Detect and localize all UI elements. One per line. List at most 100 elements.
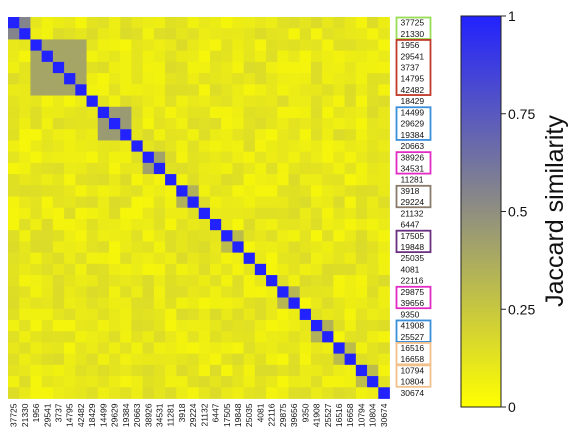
heatmap-cell bbox=[221, 174, 233, 186]
heatmap-cell bbox=[277, 174, 289, 186]
heatmap-cell bbox=[232, 297, 245, 310]
heatmap-cell bbox=[209, 117, 222, 130]
heatmap-cell bbox=[165, 129, 177, 141]
column-label: 38926 bbox=[143, 403, 153, 427]
heatmap-cell bbox=[176, 151, 188, 164]
row-label: 29224 bbox=[401, 197, 425, 207]
heatmap-cell bbox=[322, 151, 334, 164]
heatmap-cell bbox=[131, 39, 144, 52]
heatmap-cell bbox=[333, 84, 346, 96]
heatmap-cell bbox=[344, 151, 357, 164]
heatmap-cell bbox=[288, 364, 301, 377]
heatmap-cell bbox=[120, 174, 132, 186]
heatmap-cell bbox=[299, 174, 312, 186]
heatmap-cell bbox=[209, 151, 222, 164]
heatmap-cell bbox=[288, 117, 301, 130]
heatmap-cell bbox=[8, 364, 20, 377]
heatmap-cell bbox=[333, 185, 346, 197]
heatmap-cell bbox=[243, 174, 256, 186]
heatmap-cell bbox=[254, 241, 267, 254]
heatmap-cell bbox=[52, 241, 65, 254]
heatmap-cell bbox=[108, 252, 121, 265]
heatmap-cell bbox=[97, 387, 110, 399]
heatmap-cell bbox=[165, 218, 177, 231]
heatmap-cell bbox=[187, 207, 200, 220]
heatmap-cell bbox=[30, 95, 43, 108]
heatmap-cell bbox=[165, 207, 177, 220]
heatmap-cell bbox=[221, 387, 233, 399]
heatmap-cell bbox=[97, 331, 110, 343]
heatmap-cell bbox=[97, 308, 110, 321]
heatmap-cell bbox=[75, 308, 87, 321]
heatmap-cell bbox=[120, 353, 132, 366]
row-label: 3918 bbox=[401, 186, 420, 196]
heatmap-cell bbox=[288, 151, 301, 164]
heatmap-cell bbox=[75, 376, 87, 388]
heatmap-cell bbox=[97, 218, 110, 231]
heatmap-cell bbox=[299, 28, 312, 40]
heatmap-cell bbox=[266, 252, 278, 265]
heatmap-cell bbox=[19, 319, 31, 332]
heatmap-cell bbox=[266, 387, 278, 399]
heatmap-cell bbox=[333, 61, 346, 74]
heatmap-cell bbox=[52, 263, 65, 276]
heatmap-cell bbox=[8, 50, 20, 63]
heatmap-cell bbox=[198, 61, 211, 74]
heatmap-cell bbox=[142, 207, 155, 220]
heatmap-cell bbox=[108, 162, 121, 175]
heatmap-cell bbox=[277, 196, 289, 209]
heatmap-cell bbox=[75, 387, 87, 399]
heatmap-cell bbox=[176, 61, 188, 74]
heatmap-cell bbox=[322, 387, 334, 399]
heatmap-cell bbox=[41, 174, 54, 186]
heatmap-cell bbox=[176, 218, 188, 231]
heatmap-cell bbox=[344, 174, 357, 186]
heatmap-cell bbox=[97, 196, 110, 209]
heatmap-cell bbox=[209, 174, 222, 186]
heatmap-cell bbox=[187, 353, 200, 366]
heatmap-cell bbox=[120, 376, 132, 388]
heatmap-cell bbox=[120, 196, 132, 209]
heatmap-cell bbox=[333, 196, 346, 209]
heatmap-cell bbox=[198, 39, 211, 52]
heatmap-cell bbox=[243, 275, 256, 287]
heatmap-cell bbox=[209, 241, 222, 254]
heatmap-cell bbox=[176, 297, 188, 310]
heatmap-cell bbox=[209, 252, 222, 265]
heatmap-cell bbox=[52, 185, 65, 197]
heatmap-cell bbox=[142, 297, 155, 310]
heatmap-cell bbox=[367, 84, 379, 96]
heatmap-cell bbox=[30, 342, 43, 355]
heatmap-cell bbox=[187, 39, 200, 52]
heatmap-cell bbox=[64, 342, 76, 355]
heatmap-cell bbox=[344, 263, 357, 276]
heatmap-cell bbox=[299, 331, 312, 343]
heatmap-cell bbox=[299, 286, 312, 298]
heatmap-cell bbox=[165, 140, 177, 153]
heatmap-cell bbox=[221, 17, 233, 29]
heatmap-cell bbox=[165, 252, 177, 265]
heatmap-cell bbox=[176, 275, 188, 287]
heatmap-cell bbox=[232, 252, 245, 265]
heatmap-cell bbox=[131, 207, 144, 220]
heatmap-cell bbox=[333, 297, 346, 310]
heatmap-cell bbox=[344, 39, 357, 52]
heatmap-cell bbox=[243, 84, 256, 96]
heatmap-cell bbox=[97, 252, 110, 265]
heatmap-cell bbox=[19, 252, 31, 265]
heatmap-cell bbox=[254, 263, 267, 276]
heatmap-cell bbox=[86, 151, 99, 164]
heatmap-cell bbox=[221, 275, 233, 287]
group-box bbox=[395, 106, 432, 141]
heatmap-cell bbox=[176, 353, 188, 366]
heatmap-cell bbox=[322, 185, 334, 197]
heatmap-cell bbox=[277, 95, 289, 108]
heatmap-cell bbox=[232, 39, 245, 52]
heatmap-cell bbox=[41, 331, 54, 343]
heatmap-cell bbox=[75, 174, 87, 186]
heatmap-cell bbox=[299, 140, 312, 153]
heatmap-cell bbox=[19, 84, 31, 96]
heatmap-cell bbox=[19, 286, 31, 298]
heatmap-cell bbox=[75, 17, 87, 29]
heatmap-cell bbox=[187, 218, 200, 231]
